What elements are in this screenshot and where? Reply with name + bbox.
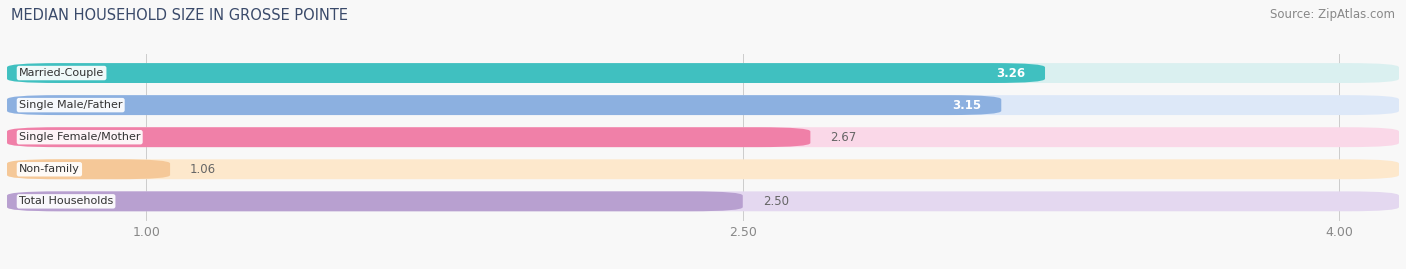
Text: Single Male/Father: Single Male/Father [18,100,122,110]
FancyBboxPatch shape [7,192,1399,211]
Text: 3.26: 3.26 [995,66,1025,80]
Text: 1.06: 1.06 [190,163,217,176]
Text: Married-Couple: Married-Couple [18,68,104,78]
FancyBboxPatch shape [7,127,1399,147]
Text: Total Households: Total Households [18,196,114,206]
Text: MEDIAN HOUSEHOLD SIZE IN GROSSE POINTE: MEDIAN HOUSEHOLD SIZE IN GROSSE POINTE [11,8,349,23]
FancyBboxPatch shape [7,95,1001,115]
FancyBboxPatch shape [7,127,810,147]
Text: 3.15: 3.15 [952,99,981,112]
FancyBboxPatch shape [7,63,1045,83]
FancyBboxPatch shape [7,63,1399,83]
FancyBboxPatch shape [7,159,170,179]
Text: 2.67: 2.67 [831,131,856,144]
FancyBboxPatch shape [7,159,1399,179]
Text: Source: ZipAtlas.com: Source: ZipAtlas.com [1270,8,1395,21]
FancyBboxPatch shape [7,192,742,211]
Text: Single Female/Mother: Single Female/Mother [18,132,141,142]
Text: Non-family: Non-family [18,164,80,174]
Text: 2.50: 2.50 [762,195,789,208]
FancyBboxPatch shape [7,95,1399,115]
